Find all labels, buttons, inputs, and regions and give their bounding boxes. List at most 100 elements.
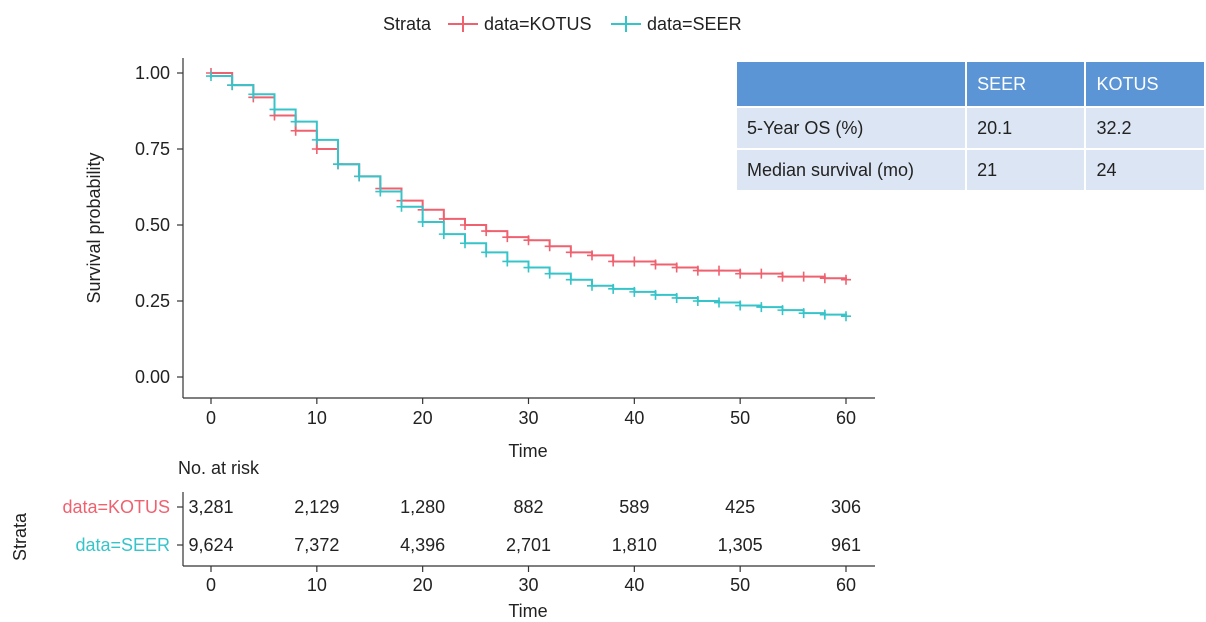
censor-mark [692,265,703,276]
censor-mark [777,271,788,282]
censor-mark [544,268,555,279]
risk-count: 882 [513,497,543,517]
censor-mark [396,201,407,212]
y-tick-label: 0.75 [135,139,170,159]
censor-mark [523,235,534,246]
censor-mark [502,232,513,243]
risk-count: 9,624 [188,535,233,555]
risk-table-title: No. at risk [178,458,260,478]
risk-count: 306 [831,497,861,517]
summary-cell-kotus: 24 [1084,148,1206,192]
censor-mark [608,283,619,294]
censor-mark [523,262,534,273]
risk-count: 1,305 [718,535,763,555]
y-tick-label: 0.25 [135,291,170,311]
risk-row-label: data=SEER [75,535,170,555]
censor-mark [798,308,809,319]
legend-title: Strata [383,14,432,34]
risk-count: 425 [725,497,755,517]
plot-area: 0.00 0.25 0.50 0.75 1.00 0 10 20 30 40 50 60 Time Sur… [84,58,875,461]
censor-mark [417,216,428,227]
risk-x-tick-label: 20 [413,575,433,595]
risk-count: 7,372 [294,535,339,555]
y-tick-label: 0.00 [135,367,170,387]
legend: Strata data=KOTUS data=SEER [383,14,742,34]
risk-count: 2,129 [294,497,339,517]
censor-mark [248,89,259,100]
censor-mark [629,256,640,267]
censor-mark [311,144,322,154]
x-tick-label: 20 [413,408,433,428]
summary-cell-seer: 20.1 [965,106,1087,150]
risk-count: 2,701 [506,535,551,555]
x-tick-label: 40 [624,408,644,428]
summary-row-label: Median survival (mo) [734,148,968,192]
risk-count: 4,396 [400,535,445,555]
risk-row-label: data=KOTUS [62,497,170,517]
summary-cell-kotus: 32.2 [1084,106,1206,150]
censor-mark [565,274,576,285]
risk-x-tick-label: 60 [836,575,856,595]
censor-mark [502,256,513,267]
censor-mark [714,265,724,276]
censor-mark [819,309,830,320]
censor-mark [481,247,492,258]
risk-count: 3,281 [188,497,233,517]
y-tick-label: 0.50 [135,215,170,235]
censor-mark [819,273,830,284]
summary-cell-seer: 21 [965,148,1087,192]
risk-count: 1,810 [612,535,657,555]
risk-x-tick-label: 10 [307,575,327,595]
risk-count: 589 [619,497,649,517]
censor-mark [756,268,767,279]
risk-x-tick-label: 30 [518,575,538,595]
risk-strata-label: Strata [10,512,30,561]
legend-label: data=SEER [647,14,742,34]
x-tick-label: 30 [518,408,538,428]
x-tick-label: 60 [836,408,856,428]
censor-mark [290,116,301,127]
censor-mark [841,311,851,322]
censor-mark [671,262,682,273]
censor-mark [608,256,619,267]
x-tick-label: 0 [206,408,216,428]
y-tick-label: 1.00 [135,63,170,83]
censor-mark [735,268,746,279]
censor-mark [290,125,301,136]
risk-x-tick-label: 50 [730,575,750,595]
risk-x-tick-label: 0 [206,575,216,595]
censor-mark [375,186,386,197]
x-axis-label: Time [508,441,547,461]
censor-mark [565,247,576,258]
summary-table: SEER KOTUS 5-Year OS (%) 20.1 32.2 Media… [734,60,1206,192]
censor-mark [206,71,216,82]
censor-mark [798,271,809,282]
summary-header-kotus: KOTUS [1084,60,1206,108]
censor-mark [714,297,724,308]
censor-mark [269,104,280,115]
censor-mark [777,305,788,316]
censor-mark [460,220,470,230]
summary-header-seer: SEER [965,60,1087,108]
censor-mark [333,159,343,170]
censor-mark [629,286,640,297]
censor-mark [735,300,746,311]
x-tick-label: 10 [307,408,327,428]
censor-mark [354,171,365,182]
legend-label: data=KOTUS [484,14,592,34]
censor-mark [841,274,851,285]
censor-mark [481,226,492,237]
risk-count: 961 [831,535,861,555]
summary-header-blank [734,60,968,108]
censor-mark [650,259,661,270]
summary-table-header-row: SEER KOTUS [734,60,1206,108]
censor-mark [587,280,597,291]
censor-mark [650,289,661,300]
censor-mark [671,292,682,303]
censor-mark [311,134,322,145]
risk-x-tick-label: 40 [624,575,644,595]
censor-mark [544,241,555,252]
y-axis-label: Survival probability [84,152,104,303]
censor-mark [587,250,597,261]
risk-table: No. at risk Strata data=KOTUS 3,281 2,129 1,2… [10,458,875,621]
